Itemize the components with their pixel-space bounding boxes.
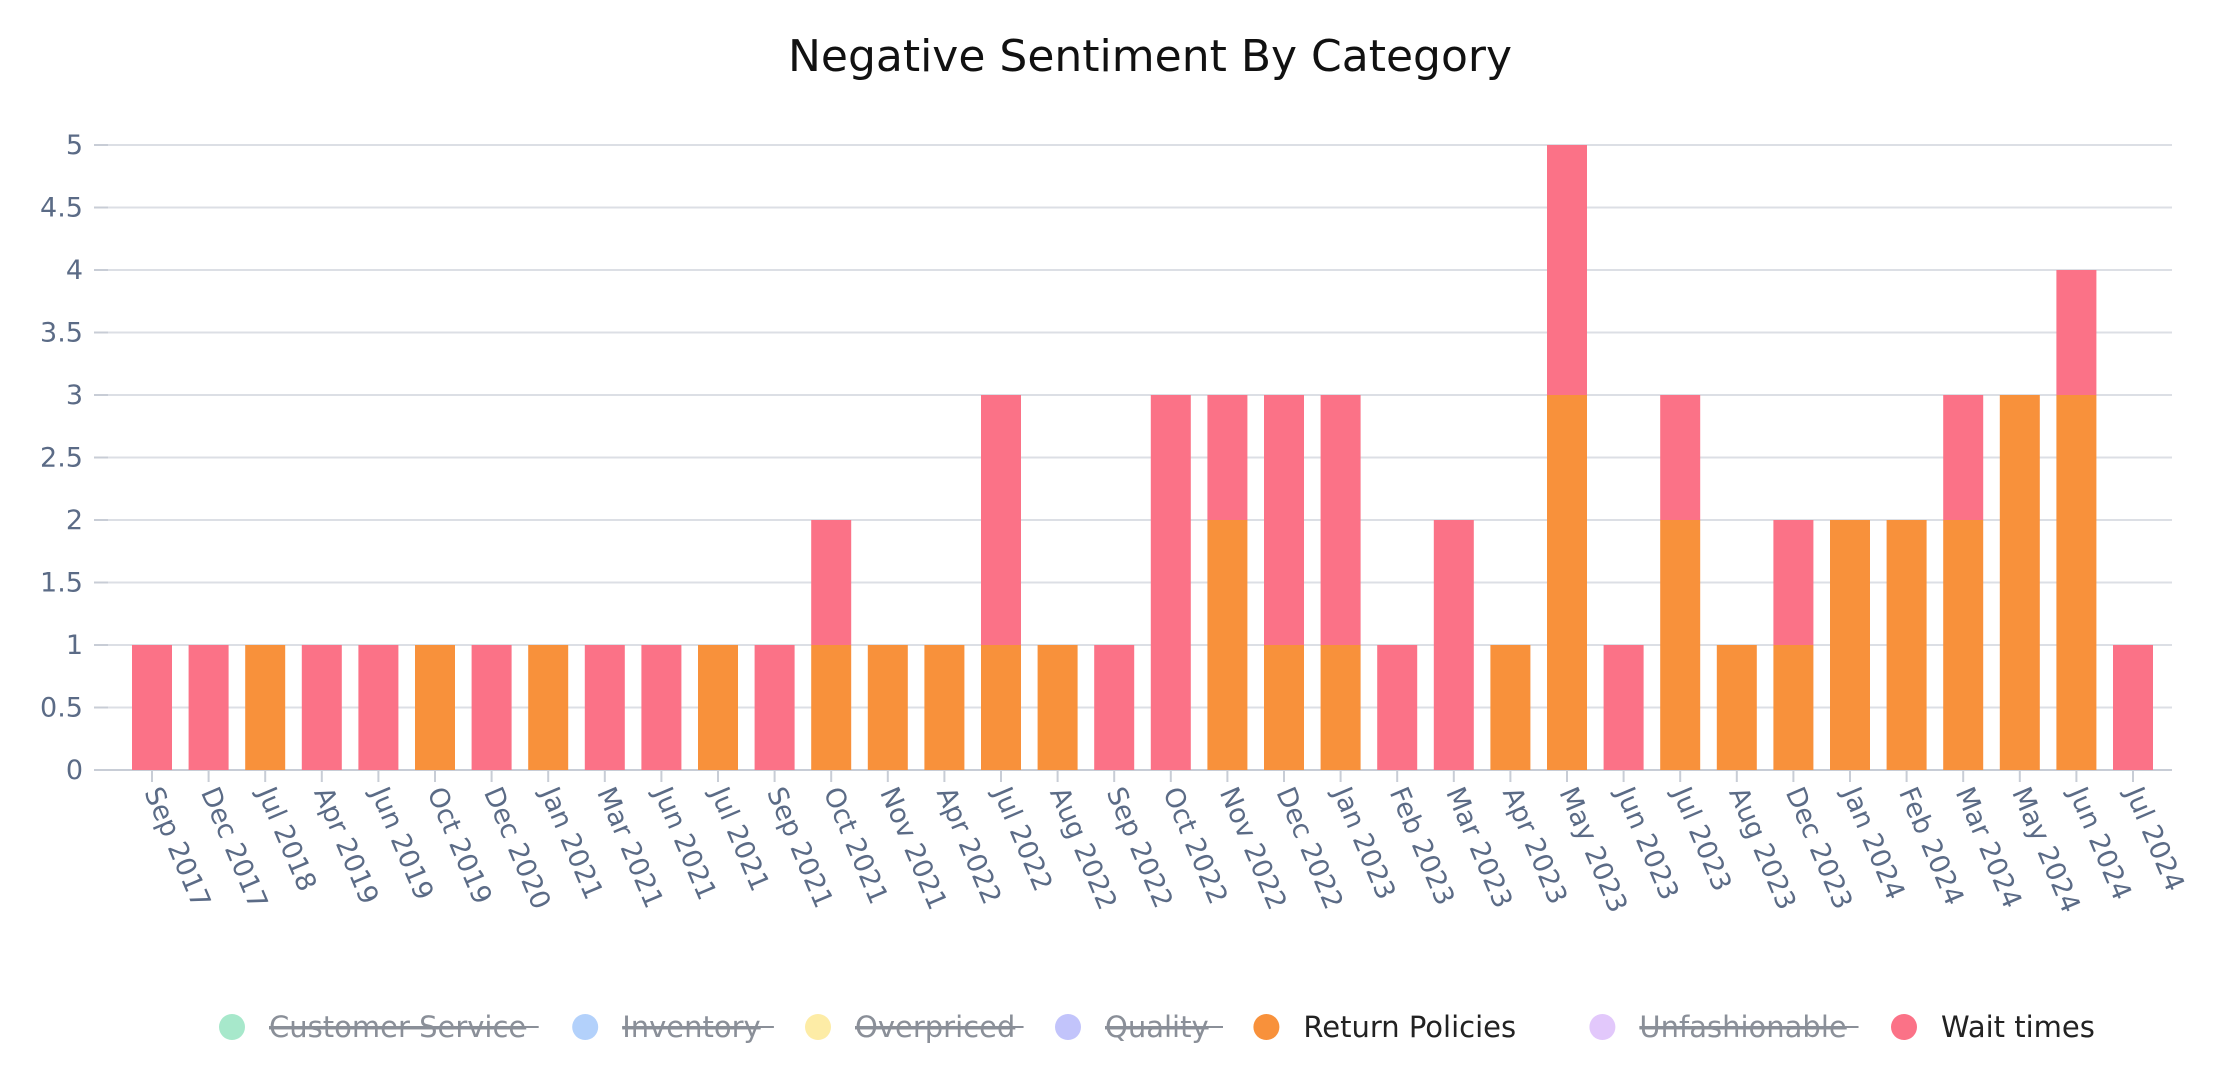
y-tick-label: 3 xyxy=(66,380,83,411)
bar-segment-return-policies[interactable] xyxy=(1830,520,1870,770)
bar-segment-wait-times[interactable] xyxy=(1150,395,1191,770)
bar-segment-return-policies[interactable] xyxy=(1547,395,1587,770)
bar-segment-wait-times[interactable] xyxy=(1547,145,1587,395)
y-tick-label: 2 xyxy=(66,505,83,536)
y-tick-label: 0.5 xyxy=(40,693,83,724)
bar-segment-wait-times[interactable] xyxy=(1377,645,1418,770)
bar-segment-wait-times[interactable] xyxy=(132,645,172,770)
bar-segment-return-policies[interactable] xyxy=(981,645,1021,770)
bar-segment-return-policies[interactable] xyxy=(245,645,286,770)
bar-segment-return-policies[interactable] xyxy=(1660,520,1701,770)
bar-segment-return-policies[interactable] xyxy=(1716,645,1757,770)
y-tick-label: 4 xyxy=(66,255,83,286)
y-axis: 0 0.5 1 1.5 2 2.5 3 3.5 4 4.5 5 xyxy=(40,130,108,786)
y-tick-label: 1 xyxy=(66,630,83,661)
bar-segment-wait-times[interactable] xyxy=(584,645,625,770)
legend-item-inventory[interactable]: Inventory xyxy=(572,1010,774,1044)
legend: Customer Service Inventory Overpriced Quali… xyxy=(219,1010,2095,1044)
legend-swatch xyxy=(1589,1014,1616,1040)
bar-segment-return-policies[interactable] xyxy=(1320,645,1361,770)
bar-segment-return-policies[interactable] xyxy=(924,645,965,770)
legend-item-overpriced[interactable]: Overpriced xyxy=(805,1010,1024,1044)
bar-segment-wait-times[interactable] xyxy=(981,395,1021,645)
bar-segment-wait-times[interactable] xyxy=(188,645,229,770)
y-tick-label: 5 xyxy=(66,130,83,161)
bar-segment-return-policies[interactable] xyxy=(867,645,908,770)
bar-segment-wait-times[interactable] xyxy=(1773,520,1814,645)
bar-segment-wait-times[interactable] xyxy=(1660,395,1701,520)
bar-segment-return-policies[interactable] xyxy=(1886,520,1927,770)
y-tick-label: 4.5 xyxy=(40,193,83,224)
y-tick-label: 3.5 xyxy=(40,318,83,349)
bar-segment-wait-times[interactable] xyxy=(2113,645,2153,770)
bar-segment-wait-times[interactable] xyxy=(471,645,512,770)
legend-item-return-policies[interactable]: Return Policies xyxy=(1253,1010,1516,1044)
legend-swatch xyxy=(1253,1014,1280,1040)
bar-segment-wait-times[interactable] xyxy=(1603,645,1644,770)
bar-segment-return-policies[interactable] xyxy=(1943,520,1984,770)
chart-title: Negative Sentiment By Category xyxy=(788,31,1512,82)
legend-item-quality[interactable]: Quality xyxy=(1055,1010,1223,1044)
bar-segment-return-policies[interactable] xyxy=(1999,395,2040,770)
legend-item-customer-service[interactable]: Customer Service xyxy=(219,1010,539,1044)
y-tick-label: 1.5 xyxy=(40,568,83,599)
bar-segment-wait-times[interactable] xyxy=(1207,395,1248,520)
bar-segment-wait-times[interactable] xyxy=(1320,395,1361,645)
bar-segment-return-policies[interactable] xyxy=(2056,395,2097,770)
legend-swatch xyxy=(219,1014,245,1040)
bar-segment-wait-times[interactable] xyxy=(1264,395,1304,645)
bar-segment-return-policies[interactable] xyxy=(1490,645,1531,770)
bar-segment-return-policies[interactable] xyxy=(698,645,738,770)
bar-segment-wait-times[interactable] xyxy=(2056,270,2097,395)
legend-swatch xyxy=(1891,1014,1917,1040)
bar-segment-return-policies[interactable] xyxy=(811,645,852,770)
legend-label: Wait times xyxy=(1941,1010,2095,1044)
legend-swatch xyxy=(1055,1014,1081,1040)
legend-swatch xyxy=(572,1014,599,1040)
legend-item-unfashionable[interactable]: Unfashionable xyxy=(1589,1010,1859,1044)
bar-segment-return-policies[interactable] xyxy=(415,645,455,770)
bar-segment-wait-times[interactable] xyxy=(754,645,795,770)
bar-segment-wait-times[interactable] xyxy=(1433,520,1474,770)
y-tick-label: 0 xyxy=(66,755,83,786)
bar-segment-wait-times[interactable] xyxy=(641,645,682,770)
bar-segment-wait-times[interactable] xyxy=(811,520,852,645)
bars xyxy=(132,145,2153,770)
bar-segment-return-policies[interactable] xyxy=(1037,645,1078,770)
bar-segment-wait-times[interactable] xyxy=(1943,395,1984,520)
bar-segment-wait-times[interactable] xyxy=(301,645,342,770)
y-tick-label: 2.5 xyxy=(40,443,83,474)
bar-segment-return-policies[interactable] xyxy=(528,645,569,770)
bar-segment-return-policies[interactable] xyxy=(1773,645,1814,770)
legend-label: Return Policies xyxy=(1303,1010,1516,1044)
bar-segment-wait-times[interactable] xyxy=(358,645,399,770)
bar-segment-return-policies[interactable] xyxy=(1207,520,1248,770)
legend-swatch xyxy=(805,1014,831,1040)
bar-segment-wait-times[interactable] xyxy=(1094,645,1135,770)
legend-item-wait-times[interactable]: Wait times xyxy=(1891,1010,2095,1044)
bar-segment-return-policies[interactable] xyxy=(1264,645,1304,770)
